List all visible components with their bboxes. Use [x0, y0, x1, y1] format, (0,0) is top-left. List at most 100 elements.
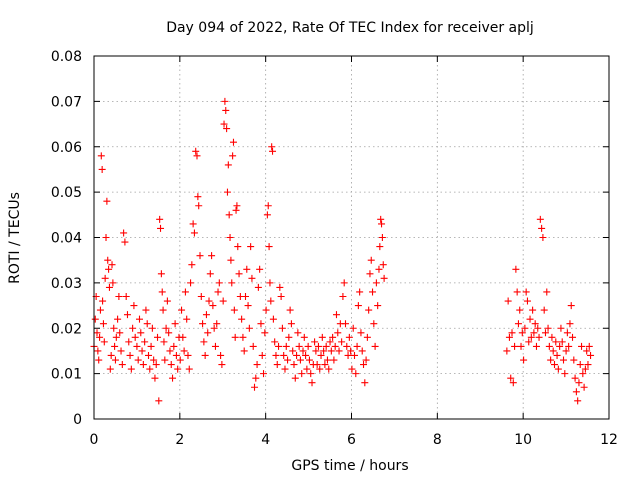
- data-point: [371, 342, 379, 350]
- data-point: [358, 347, 366, 355]
- data-point: [507, 374, 515, 382]
- data-point: [532, 342, 540, 350]
- data-point: [222, 106, 230, 114]
- data-point: [540, 306, 548, 314]
- data-point: [327, 347, 335, 355]
- data-point: [160, 338, 168, 346]
- y-tick-label: 0.05: [51, 185, 82, 201]
- data-point: [217, 351, 225, 359]
- data-point: [105, 265, 113, 273]
- data-point: [531, 320, 539, 328]
- x-tick-label: 0: [90, 432, 99, 448]
- data-point: [263, 211, 271, 219]
- data-point: [553, 351, 561, 359]
- data-point: [257, 320, 265, 328]
- data-point: [204, 329, 212, 337]
- data-point: [261, 329, 269, 337]
- data-point: [335, 347, 343, 355]
- data-point: [230, 306, 238, 314]
- data-point: [534, 324, 542, 332]
- data-point: [347, 347, 355, 355]
- data-point: [184, 351, 192, 359]
- data-point: [187, 279, 195, 287]
- data-point: [343, 342, 351, 350]
- data-point: [174, 365, 182, 373]
- data-point: [367, 256, 375, 264]
- data-point: [316, 365, 324, 373]
- data-point: [102, 234, 110, 241]
- data-point: [183, 315, 191, 323]
- data-point: [111, 356, 119, 364]
- data-point: [244, 302, 252, 310]
- data-point: [278, 324, 286, 332]
- data-point: [215, 279, 223, 287]
- data-point: [139, 361, 147, 369]
- data-point: [353, 342, 361, 350]
- data-point: [131, 333, 139, 341]
- data-point: [341, 320, 349, 328]
- data-point: [285, 333, 293, 341]
- data-point: [122, 292, 130, 300]
- data-point: [362, 356, 370, 364]
- data-point: [161, 356, 169, 364]
- data-point: [375, 265, 383, 273]
- data-point: [548, 333, 556, 341]
- data-point: [232, 206, 240, 214]
- data-point: [529, 306, 537, 314]
- data-point: [365, 306, 373, 314]
- data-point: [570, 356, 578, 364]
- data-point: [504, 297, 512, 305]
- data-point: [361, 379, 369, 387]
- data-point: [520, 356, 528, 364]
- data-point: [239, 333, 247, 341]
- data-point: [99, 320, 107, 328]
- x-tick-label: 10: [514, 432, 532, 448]
- data-point: [557, 324, 565, 332]
- data-point: [214, 288, 222, 296]
- data-point: [525, 338, 533, 346]
- data-point: [162, 324, 170, 332]
- data-point: [567, 302, 575, 310]
- data-point: [544, 324, 552, 332]
- data-point: [235, 270, 243, 278]
- data-point: [352, 370, 360, 378]
- data-point: [176, 356, 184, 364]
- data-point: [251, 383, 259, 391]
- x-axis-label: GPS time / hours: [291, 458, 408, 474]
- data-point: [134, 356, 142, 364]
- data-point: [280, 351, 288, 359]
- data-point: [323, 356, 331, 364]
- data-point: [245, 324, 253, 332]
- data-point: [509, 379, 517, 387]
- data-point: [206, 270, 214, 278]
- data-point: [561, 370, 569, 378]
- data-point: [354, 302, 362, 310]
- data-point: [190, 229, 198, 237]
- data-point: [159, 306, 167, 314]
- data-point: [272, 351, 280, 359]
- data-point: [120, 229, 128, 237]
- data-point: [571, 374, 579, 382]
- data-point: [543, 288, 551, 296]
- data-point: [108, 261, 116, 269]
- data-point: [116, 329, 124, 337]
- data-point: [547, 356, 555, 364]
- axis-ticks: [93, 55, 610, 420]
- data-point: [281, 365, 289, 373]
- data-point: [227, 256, 235, 264]
- data-point: [290, 361, 298, 369]
- data-point: [276, 283, 284, 291]
- data-point: [264, 202, 272, 210]
- x-tick-label: 6: [347, 432, 356, 448]
- data-point: [193, 152, 201, 160]
- data-point: [304, 342, 312, 350]
- data-point: [587, 351, 595, 359]
- data-point: [262, 306, 270, 314]
- data-point: [508, 329, 516, 337]
- data-point: [93, 329, 101, 337]
- data-point: [110, 324, 118, 332]
- data-point: [363, 333, 371, 341]
- data-point: [249, 342, 257, 350]
